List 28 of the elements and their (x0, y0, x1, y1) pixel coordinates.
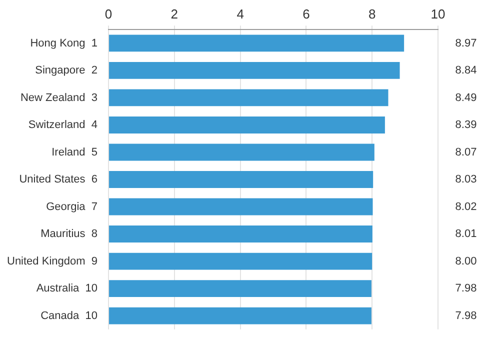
data-label: 8.49 (455, 92, 477, 104)
y-tick-label: New Zealand 3 (20, 92, 98, 104)
x-tick-label: 4 (236, 6, 244, 22)
x-tick-label: 2 (170, 6, 178, 22)
data-label: 8.39 (455, 119, 477, 132)
y-tick-label: United States 6 (19, 174, 98, 186)
y-tick-label: Singapore 2 (35, 64, 98, 77)
data-label: 8.00 (455, 255, 477, 268)
x-tick-label: 0 (104, 6, 112, 22)
y-tick-label: Hong Kong 1 (30, 37, 98, 50)
y-tick-label: Mauritius 8 (40, 228, 98, 240)
data-label: 8.02 (455, 200, 477, 213)
y-tick-label: Switzerland 4 (28, 119, 98, 132)
data-label: 7.98 (455, 282, 477, 295)
y-tick-label: Australia 10 (36, 282, 98, 295)
y-tick-label: Canada 10 (40, 310, 98, 322)
x-tick-label: 10 (430, 6, 446, 22)
y-tick-label: United Kingdom 9 (7, 255, 98, 268)
data-label: 8.01 (455, 228, 477, 240)
data-label: 8.03 (455, 174, 477, 186)
data-label: 8.97 (455, 37, 477, 50)
data-label: 7.98 (455, 310, 477, 322)
data-label: 8.84 (455, 64, 477, 77)
y-tick-label: Ireland 5 (52, 146, 98, 158)
y-tick-label: Georgia 7 (46, 200, 98, 213)
x-tick-label: 8 (368, 6, 376, 22)
data-label: 8.07 (455, 146, 477, 158)
x-tick-label: 6 (302, 6, 310, 22)
